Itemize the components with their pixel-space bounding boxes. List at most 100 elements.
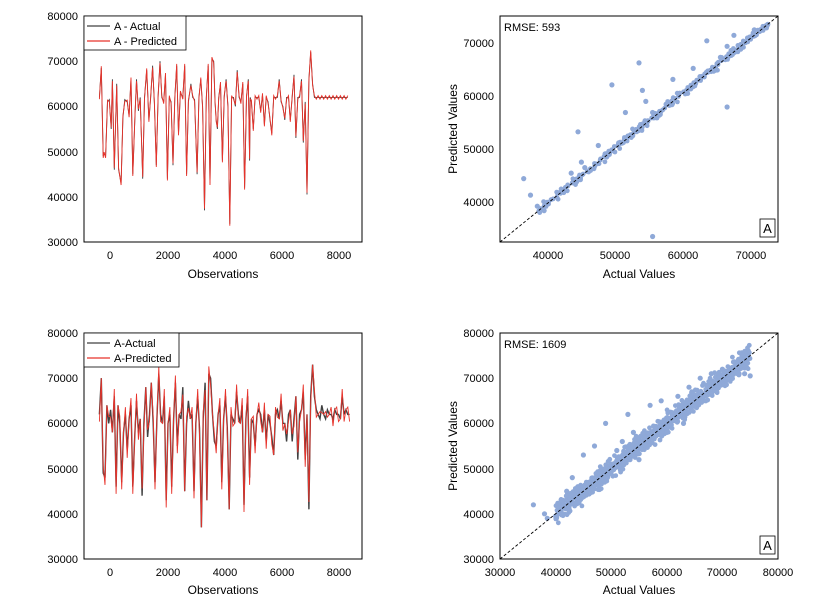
scatter-point xyxy=(680,408,686,414)
y-axis-label: Predicted Values xyxy=(446,84,460,174)
scatter-point xyxy=(563,493,569,499)
scatter-point xyxy=(725,369,730,375)
legend-label-predicted: A-Predicted xyxy=(114,353,171,365)
scatter-point xyxy=(742,348,748,354)
scatter-point xyxy=(596,483,601,488)
scatter-point xyxy=(717,54,724,60)
scatter-point xyxy=(554,189,560,195)
line-chart-bottom: 0 2000 4000 6000 8000 30000 40000 50000 … xyxy=(47,328,363,597)
scatter-point xyxy=(607,465,613,471)
y-tick-label: 30000 xyxy=(47,237,78,249)
scatter-point xyxy=(653,425,659,431)
scatter-point xyxy=(616,140,622,146)
y-axis-label: Predicted Values xyxy=(446,401,460,491)
x-tick-label: 60000 xyxy=(668,250,699,262)
scatter-point xyxy=(747,373,753,379)
scatter-point xyxy=(730,354,735,360)
scatter-point xyxy=(708,371,714,377)
scatter-point xyxy=(683,404,689,410)
scatter-point xyxy=(575,484,581,490)
scatter-chart-bottom: 30000 40000 50000 60000 70000 80000 3000… xyxy=(446,328,793,597)
axis-ticks: 0 2000 4000 6000 8000 30000 40000 50000 … xyxy=(47,328,351,579)
scatter-point xyxy=(643,98,649,104)
legend: A-Actual A-Predicted xyxy=(83,332,180,368)
y-tick-label: 40000 xyxy=(463,197,494,209)
scatter-point xyxy=(742,371,748,377)
scatter-point xyxy=(712,380,718,385)
scatter-point xyxy=(697,74,703,80)
x-axis-label: Observations xyxy=(188,267,259,281)
scatter-point xyxy=(635,443,641,449)
scatter-point xyxy=(597,470,603,476)
scatter-point xyxy=(741,363,747,368)
scatter-point xyxy=(690,65,696,71)
scatter-point xyxy=(687,393,693,399)
scatter-point xyxy=(703,398,709,404)
x-axis-label: Actual Values xyxy=(603,267,676,281)
y-tick-label: 70000 xyxy=(463,373,494,385)
scatter-point xyxy=(691,409,696,414)
scatter-point xyxy=(736,350,742,356)
legend-box xyxy=(83,332,180,368)
scatter-point xyxy=(703,387,709,392)
scatter-point xyxy=(592,164,598,169)
scatter-point xyxy=(619,438,625,445)
y-tick-label: 40000 xyxy=(47,192,78,204)
x-tick-label: 6000 xyxy=(270,567,294,579)
scatter-point xyxy=(701,380,706,386)
scatter-point xyxy=(694,387,700,393)
scatter-point xyxy=(719,366,726,372)
scatter-point xyxy=(541,199,546,205)
x-tick-label: 50000 xyxy=(596,567,627,579)
scatter-point xyxy=(669,418,675,423)
x-tick-label: 8000 xyxy=(327,567,351,579)
panel-label-box xyxy=(759,218,776,238)
scatter-point xyxy=(708,386,714,392)
scatter-point xyxy=(657,437,663,443)
rmse-annotation: RMSE: 1609 xyxy=(504,339,566,351)
scatter-point xyxy=(728,50,734,56)
scatter-point xyxy=(602,159,608,165)
scatter-point xyxy=(609,82,615,88)
series-line-actual xyxy=(98,364,350,528)
scatter-point xyxy=(676,405,682,411)
scatter-point xyxy=(603,474,609,480)
scatter-point xyxy=(568,170,574,176)
scatter-point xyxy=(707,375,713,381)
scatter-point xyxy=(680,420,687,426)
scatter-point xyxy=(575,129,581,135)
scatter-point xyxy=(613,464,619,470)
scatter-point xyxy=(614,458,620,464)
scatter-point xyxy=(647,442,652,448)
x-tick-label: 8000 xyxy=(327,250,351,262)
scatter-point xyxy=(662,421,668,426)
scatter-point xyxy=(736,371,742,377)
line-chart-top: 0 2000 4000 6000 8000 30000 40000 50000 … xyxy=(47,11,363,281)
series-line-predicted xyxy=(98,50,349,226)
scatter-point xyxy=(728,371,734,376)
scatter-point xyxy=(622,109,629,116)
scatter-point xyxy=(521,176,527,182)
legend-box xyxy=(83,15,187,51)
scatter-point xyxy=(670,76,676,82)
scatter-point xyxy=(642,434,648,440)
scatter-point xyxy=(592,486,598,492)
y-tick-label: 80000 xyxy=(47,11,78,23)
x-tick-label: 2000 xyxy=(156,250,180,262)
scatter-point xyxy=(675,99,680,105)
scatter-point xyxy=(594,475,599,481)
y-tick-label: 30000 xyxy=(47,554,78,566)
scatter-point xyxy=(541,511,548,517)
y-tick-label: 30000 xyxy=(463,554,494,566)
legend: A - Actual A - Predicted xyxy=(83,15,187,51)
scatter-point xyxy=(527,192,534,198)
x-tick-label: 70000 xyxy=(707,567,738,579)
scatter-point xyxy=(530,502,537,508)
scatter-point xyxy=(649,435,655,441)
plot-frame xyxy=(499,15,779,243)
scatter-point xyxy=(747,350,752,356)
scatter-point xyxy=(649,115,655,121)
scatter-point xyxy=(673,403,678,408)
scatter-point xyxy=(692,402,698,408)
